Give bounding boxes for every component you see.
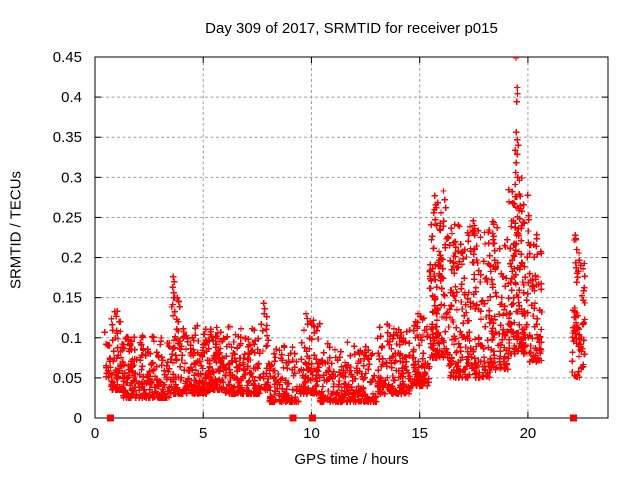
x-axis-label: GPS time / hours xyxy=(294,451,409,468)
chart-title: Day 309 of 2017, SRMTID for receiver p01… xyxy=(205,20,498,37)
y-tick-label: 0.35 xyxy=(53,129,82,146)
y-tick-label: 0 xyxy=(74,410,82,427)
y-tick-label: 0.3 xyxy=(61,169,82,186)
y-tick-label: 0.25 xyxy=(53,209,82,226)
y-tick-label: 0.1 xyxy=(61,330,82,347)
y-tick-label: 0.15 xyxy=(53,290,82,307)
x-tick-label: 10 xyxy=(303,425,320,442)
y-axis-label: SRMTID / TECUs xyxy=(7,170,25,290)
x-tick-label: 20 xyxy=(520,425,537,442)
gridlines xyxy=(95,57,608,418)
x-tick-label: 15 xyxy=(411,425,428,442)
y-tick-label: 0.2 xyxy=(61,250,82,267)
plot-border xyxy=(94,56,609,419)
zero-value-markers xyxy=(107,414,577,422)
data-points xyxy=(101,57,588,406)
y-tick-label: 0.45 xyxy=(53,49,82,66)
tick-marks xyxy=(94,56,608,419)
x-tick-label: 0 xyxy=(91,425,99,442)
tick-labels: 0 0.05 0.1 0.15 0.2 0.25 0.3 0.35 0.4 0.45 0 5 10 15 2… xyxy=(53,49,536,442)
x-tick-label: 5 xyxy=(199,425,207,442)
y-tick-label: 0.4 xyxy=(61,89,82,106)
y-tick-label: 0.05 xyxy=(53,370,82,387)
